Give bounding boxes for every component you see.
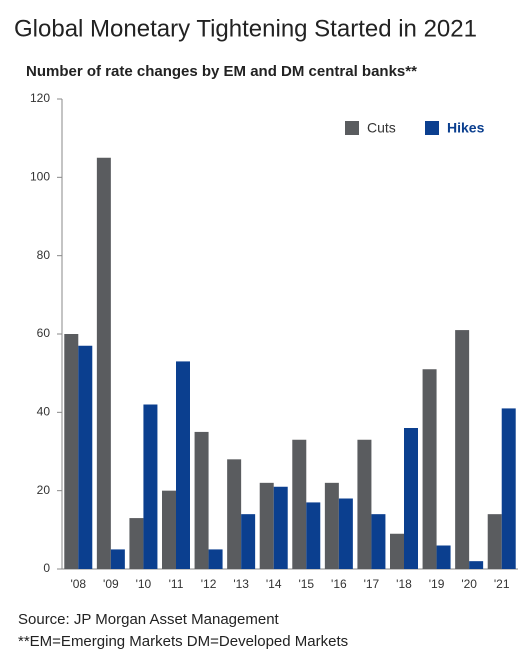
y-tick-label: 60: [37, 326, 51, 340]
bar: [306, 502, 321, 569]
bar: [143, 404, 158, 569]
x-tick-label: '12: [201, 577, 217, 591]
bar: [469, 561, 484, 569]
x-tick-label: '21: [494, 577, 510, 591]
bar: [162, 490, 176, 569]
bar: [371, 514, 386, 569]
x-tick-label: '08: [70, 577, 86, 591]
bar: [422, 369, 437, 569]
bar: [208, 549, 223, 569]
x-tick-label: '13: [233, 577, 249, 591]
bar: [338, 498, 353, 569]
x-tick-label: '18: [396, 577, 412, 591]
bar: [259, 482, 274, 569]
x-tick-label: '10: [136, 577, 152, 591]
bar: [129, 518, 144, 569]
bar: [324, 482, 339, 569]
bar: [436, 545, 451, 569]
bar: [292, 439, 307, 569]
bar: [404, 428, 418, 569]
y-tick-label: 100: [30, 170, 50, 184]
x-tick-label: '19: [429, 577, 445, 591]
x-tick-label: '09: [103, 577, 119, 591]
y-tick-label: 80: [37, 248, 51, 262]
bar: [241, 514, 256, 569]
legend-swatch: [425, 121, 439, 135]
bar: [273, 486, 288, 569]
bar: [78, 345, 93, 569]
bar: [194, 431, 209, 569]
legend-swatch: [345, 121, 359, 135]
chart-title: Global Monetary Tightening Started in 20…: [14, 15, 477, 42]
bar: [390, 533, 404, 569]
bar: [357, 439, 372, 569]
bar: [96, 157, 111, 569]
chart-subtitle: Number of rate changes by EM and DM cent…: [26, 63, 417, 80]
legend-label: Hikes: [447, 120, 485, 136]
bar: [227, 459, 242, 569]
x-tick-label: '14: [266, 577, 282, 591]
x-tick-label: '11: [169, 577, 184, 591]
footnote: **EM=Emerging Markets DM=Developed Marke…: [18, 633, 348, 650]
y-tick-label: 0: [43, 561, 50, 575]
y-tick-label: 20: [37, 483, 51, 497]
source: Source: JP Morgan Asset Management: [18, 611, 280, 628]
x-tick-label: '20: [461, 577, 477, 591]
x-tick-label: '17: [364, 577, 380, 591]
x-tick-label: '15: [298, 577, 314, 591]
bar: [110, 549, 125, 569]
bar: [501, 408, 516, 569]
bar: [455, 330, 470, 569]
x-tick-label: '16: [331, 577, 347, 591]
y-tick-label: 40: [37, 405, 51, 419]
bar: [487, 514, 502, 569]
bar: [64, 334, 79, 569]
bar: [176, 361, 190, 569]
legend-label: Cuts: [367, 120, 396, 136]
y-tick-label: 120: [30, 91, 50, 105]
